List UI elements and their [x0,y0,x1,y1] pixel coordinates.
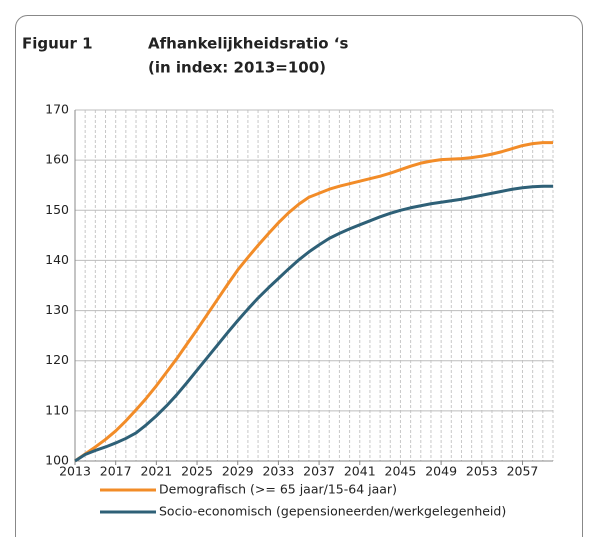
x-tick-label: 2013 [59,464,91,479]
chart-subtitle: (in index: 2013=100) [148,59,326,77]
x-tick-label: 2045 [385,464,417,479]
chart-title: Afhankelijkheidsratio ‘s [148,35,348,53]
y-tick-label: 140 [45,252,69,267]
series-line [74,184,553,463]
x-tick-label: 2057 [507,464,539,479]
y-tick-label: 160 [45,152,69,167]
series-line [74,141,553,463]
x-tick-label: 2017 [100,464,132,479]
x-tick-label: 2033 [262,464,294,479]
y-tick-label: 110 [45,402,69,417]
x-tick-label: 2021 [140,464,172,479]
y-tick-label: 150 [45,202,69,217]
y-tick-label: 100 [45,453,69,468]
y-tick-label: 130 [45,302,69,317]
x-tick-label: 2041 [344,464,376,479]
y-tick-label: 120 [45,352,69,367]
x-tick-label: 2037 [303,464,335,479]
x-tick-label: 2049 [425,464,457,479]
legend-label: Demografisch (>= 65 jaar/15-64 jaar) [159,482,397,497]
legend-label: Socio-economisch (gepensioneerden/werkge… [159,504,506,519]
x-tick-label: 2053 [466,464,498,479]
figure-label: Figuur 1 [22,35,93,53]
y-tick-label: 170 [45,102,69,117]
x-tick-label: 2025 [181,464,213,479]
x-tick-label: 2029 [222,464,254,479]
